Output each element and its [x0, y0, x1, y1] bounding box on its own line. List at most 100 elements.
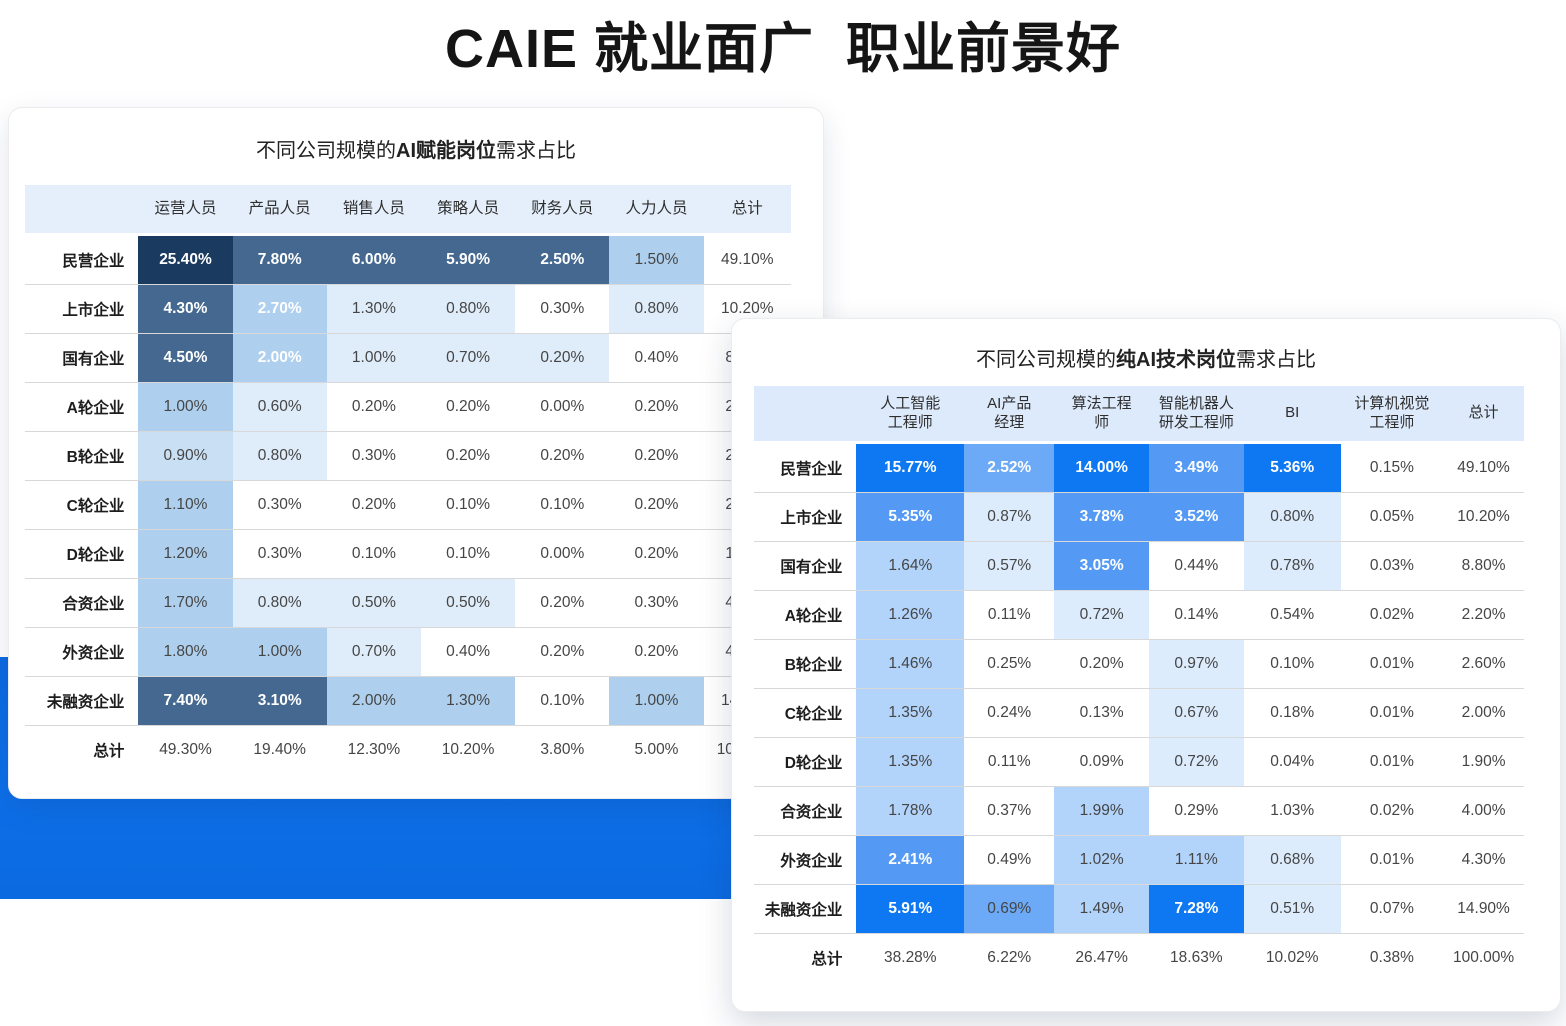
table-cell: 0.01%: [1340, 639, 1444, 689]
table-row: 民营企业 15.77% 2.52% 14.00% 3.49% 5.36% 0.15% 49.1…: [754, 442, 1524, 493]
table-cell: 0.10%: [515, 676, 610, 726]
table-cell: 0.03%: [1340, 541, 1444, 591]
table-cell: 0.10%: [420, 480, 516, 530]
table-cell: 10.02%: [1243, 933, 1341, 982]
table-cell: 0.78%: [1243, 541, 1341, 591]
row-label: 总计: [25, 725, 139, 774]
table-row: C轮企业 1.35% 0.24% 0.13% 0.67% 0.18% 0.01% 2.00%: [754, 688, 1524, 738]
card-title-right-suffix: 需求占比: [1236, 349, 1316, 371]
table-cell: 1.50%: [609, 234, 704, 285]
table-cell: 0.69%: [964, 884, 1055, 934]
column-header: 财务人员: [515, 185, 610, 236]
table-cell: 19.40%: [232, 725, 327, 774]
table-cell: 2.52%: [964, 442, 1055, 493]
table-cell: 0.20%: [326, 480, 421, 530]
table-cell: 0.09%: [1054, 737, 1149, 787]
table-cell: 0.20%: [420, 431, 516, 481]
table-cell: 0.30%: [232, 480, 327, 530]
table-cell: 0.10%: [1243, 639, 1341, 689]
table-cell: 0.07%: [1340, 884, 1444, 934]
row-total-cell: 49.10%: [721, 251, 774, 268]
row-total-cell: 1.90%: [1443, 737, 1524, 787]
table-cell: 26.47%: [1054, 933, 1149, 982]
row-label: 外资企业: [25, 627, 139, 677]
table-cell: 0.29%: [1148, 786, 1244, 836]
table-cell: 1.30%: [420, 676, 516, 726]
column-header: AI产品 经理: [964, 386, 1055, 444]
table-cell: 0.90%: [138, 431, 233, 481]
table-row: 上市企业 4.30% 2.70% 1.30% 0.80% 0.30% 0.80% 10.20%: [25, 284, 791, 334]
row-total-cell: 100.00%: [1443, 933, 1524, 982]
table-cell: 0.80%: [232, 431, 327, 481]
total-row: 总计 38.28% 6.22% 26.47% 18.63% 10.02% 0.38% 100.…: [754, 933, 1524, 982]
column-header: 人工智能 工程师: [856, 386, 965, 444]
table-cell: 1.26%: [856, 590, 965, 640]
heatmap-table-left: 运营人员 产品人员 销售人员 策略人员 财务人员 人力人员 总计 民营企业 25.40% 7.80…: [25, 185, 791, 774]
table-cell: 3.10%: [232, 676, 327, 726]
table-cell: 5.00%: [609, 725, 704, 774]
row-total-cell: 2.60%: [1443, 639, 1524, 689]
table-cell: 7.80%: [232, 234, 327, 285]
table-cell: 1.00%: [609, 676, 704, 726]
table-cell: 0.04%: [1243, 737, 1341, 787]
table-cell: 15.77%: [856, 442, 965, 493]
heatmap-table-right: 人工智能 工程师 AI产品 经理 算法工程 师智能机器人 研发工程师 BI 计算机视觉 …: [754, 386, 1524, 982]
table-row: 未融资企业 5.91% 0.69% 1.49% 7.28% 0.51% 0.07% 14.90…: [754, 884, 1524, 934]
card-title-right-bold: 纯AI技术岗位: [1116, 349, 1236, 371]
table-cell: 0.44%: [1148, 541, 1244, 591]
table-cell: 0.11%: [964, 737, 1055, 787]
row-label: 合资企业: [754, 786, 857, 836]
table-cell: 0.30%: [609, 578, 704, 628]
row-label: 国有企业: [754, 541, 857, 591]
total-row: 总计49.30%19.40%12.30%10.20%3.80%5.00%100.…: [25, 725, 791, 774]
row-label: 上市企业: [754, 492, 857, 542]
table-cell: 1.11%: [1148, 835, 1244, 885]
table-cell: 2.41%: [856, 835, 965, 885]
table-cell: 0.54%: [1243, 590, 1341, 640]
table-cell: 18.63%: [1148, 933, 1244, 982]
table-cell: 0.57%: [964, 541, 1055, 591]
table-cell: 3.05%: [1054, 541, 1149, 591]
table-cell: 1.03%: [1243, 786, 1341, 836]
table-cell: 3.52%: [1148, 492, 1244, 542]
table-cell: 0.30%: [326, 431, 421, 481]
table-cell: 0.20%: [515, 627, 610, 677]
table-cell: 0.20%: [609, 480, 704, 530]
table-cell: 1.49%: [1054, 884, 1149, 934]
table-cell: 0.70%: [420, 333, 516, 383]
card-title-left-prefix: 不同公司规模的: [256, 140, 396, 162]
table-cell: 0.51%: [1243, 884, 1341, 934]
card-title-left: 不同公司规模的AI赋能岗位需求占比: [9, 134, 823, 163]
table-cell: 0.11%: [964, 590, 1055, 640]
row-label: A轮企业: [25, 382, 139, 432]
row-label: C轮企业: [25, 480, 139, 530]
table-cell: 1.80%: [138, 627, 233, 677]
table-cell: 0.20%: [515, 333, 610, 383]
table-cell: 0.87%: [964, 492, 1055, 542]
table-cell: 0.10%: [515, 480, 610, 530]
page-title: CAIE 就业面广 职业前景好: [444, 19, 1122, 79]
table-cell: 2.00%: [232, 333, 327, 383]
table-cell: 0.18%: [1243, 688, 1341, 738]
column-header: 总计: [703, 185, 791, 236]
table-cell: 0.13%: [1054, 688, 1149, 738]
table-cell: 1.00%: [138, 382, 233, 432]
table-cell: 5.35%: [856, 492, 965, 542]
row-total-cell: 2.00%: [1443, 688, 1524, 738]
column-header: 销售人员: [326, 185, 421, 236]
table-cell: 1.46%: [856, 639, 965, 689]
table-cell: 5.91%: [856, 884, 965, 934]
row-total-cell: 4.30%: [1443, 835, 1524, 885]
table-cell: 0.10%: [420, 529, 516, 579]
table-cell: 0.01%: [1340, 688, 1444, 738]
table-cell: 0.20%: [515, 578, 610, 628]
table-cell: 0.15%: [1369, 459, 1414, 476]
column-header: 产品人员: [232, 185, 327, 236]
table-cell: 1.20%: [138, 529, 233, 579]
table-cell: 0.14%: [1148, 590, 1244, 640]
table-cell: 0.72%: [1148, 737, 1244, 787]
